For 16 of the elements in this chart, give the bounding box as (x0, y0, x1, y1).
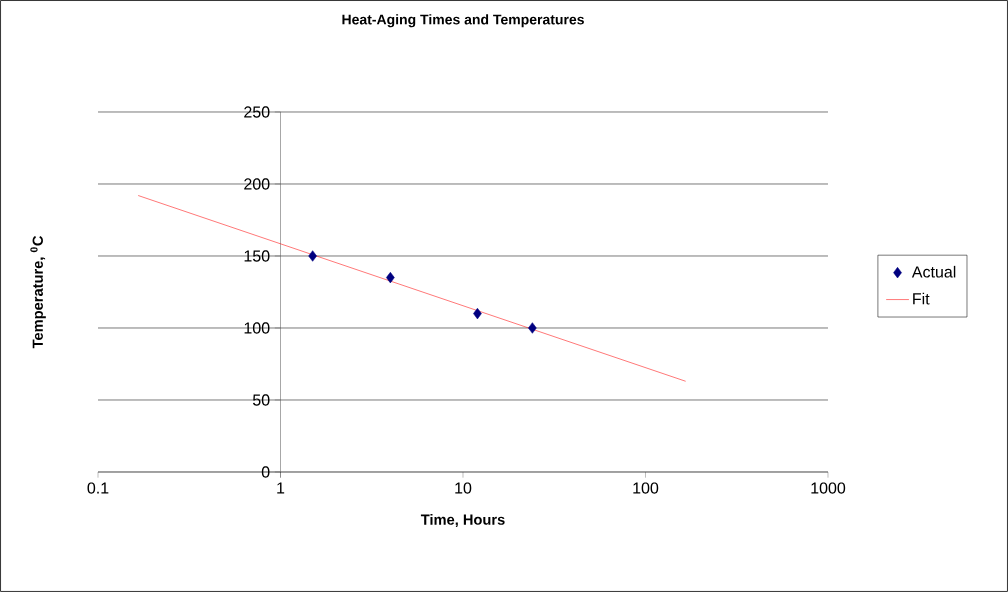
x-tick-label: 1 (277, 482, 285, 494)
y-tick-label: 0 (261, 466, 270, 478)
y-tick-label: 50 (252, 394, 270, 406)
chart-title: Heat-Aging Times and Temperatures (342, 14, 584, 28)
legend-label: Actual (911, 265, 956, 278)
y-tick-label: 250 (244, 106, 270, 118)
x-tick-label: 0.1 (87, 482, 109, 494)
legend-label: Fit (913, 292, 930, 305)
x-tick-label: 1000 (811, 482, 846, 494)
x-tick-label: 10 (455, 482, 472, 494)
y-axis-title: Temperature, $^{0}$C (30, 235, 46, 349)
y-tick-label: 200 (244, 178, 270, 190)
x-tick-label: 100 (633, 482, 659, 494)
y-tick-label: 100 (244, 322, 270, 334)
x-axis-title: Time, Hours (420, 514, 505, 527)
y-tick-label: 150 (244, 250, 270, 262)
